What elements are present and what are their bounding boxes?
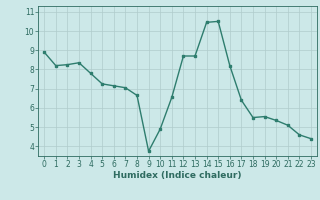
X-axis label: Humidex (Indice chaleur): Humidex (Indice chaleur) (113, 171, 242, 180)
